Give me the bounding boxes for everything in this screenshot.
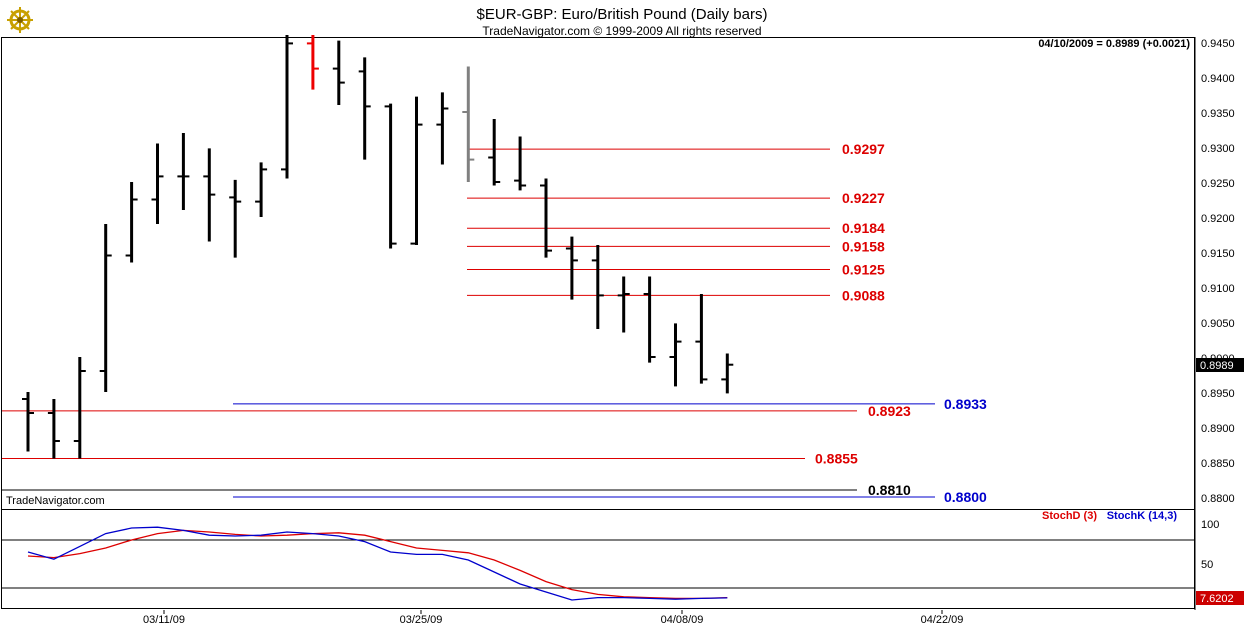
price-tick: 0.8950 xyxy=(1201,388,1235,400)
copyright-text: TradeNavigator.com © 1999-2009 All right… xyxy=(482,24,761,38)
level-label: 0.8855 xyxy=(815,451,858,467)
ohlc-bar xyxy=(203,148,216,242)
stochd-line xyxy=(27,529,728,600)
ohlc-bar xyxy=(540,178,552,258)
price-tick: 0.8850 xyxy=(1201,458,1235,470)
price-tick: 0.8800 xyxy=(1201,493,1235,505)
price-tick: 0.9400 xyxy=(1201,73,1235,85)
ohlc-bar xyxy=(229,179,242,258)
date-axis: 03/11/09 03/25/09 04/08/09 04/22/09 xyxy=(143,610,963,626)
level-lines: 0.9297 0.9227 0.9184 0.9158 0.9125 0.9088 0.89… xyxy=(2,141,987,505)
ohlc-bar xyxy=(514,136,527,191)
ohlc-bar xyxy=(410,96,423,245)
ohlc-bar xyxy=(462,66,475,182)
price-tick: 0.9450 xyxy=(1201,38,1235,50)
price-tick: 0.9200 xyxy=(1201,213,1235,225)
ohlc-bar xyxy=(358,57,371,160)
current-stoch-label: 7.6202 xyxy=(1200,593,1234,605)
ohlc-bar xyxy=(643,276,656,363)
level-label: 0.8810 xyxy=(868,482,911,498)
level-label: 0.9227 xyxy=(842,190,885,206)
stoch-tick-50: 50 xyxy=(1201,559,1213,571)
ohlc-bar xyxy=(332,40,345,105)
ohlc-bar xyxy=(721,353,734,394)
quote-readout: 04/10/2009 = 0.8989 (+0.0021) xyxy=(1038,38,1190,50)
ohlc-bar xyxy=(306,35,319,90)
stochastic-lines xyxy=(2,526,1194,601)
current-price-label: 0.8989 xyxy=(1200,360,1234,372)
price-tick: 0.9350 xyxy=(1201,108,1235,120)
ohlc-bar xyxy=(669,323,682,387)
ohlc-bar xyxy=(125,182,138,263)
ohlc-bar xyxy=(151,143,164,224)
price-tick: 0.9150 xyxy=(1201,248,1235,260)
level-label: 0.9184 xyxy=(842,220,885,236)
stochk-line xyxy=(27,526,728,601)
date-label: 04/22/09 xyxy=(921,614,964,626)
stochk-legend: StochK (14,3) xyxy=(1107,510,1178,522)
stoch-panel-frame xyxy=(1,509,1195,609)
ohlc-bar xyxy=(47,399,60,459)
price-axis: 0.9450 0.9400 0.9350 0.9300 0.9250 0.920… xyxy=(1201,38,1235,505)
price-tick: 0.9100 xyxy=(1201,283,1235,295)
date-label: 04/08/09 xyxy=(661,614,704,626)
level-label: 0.9158 xyxy=(842,238,885,254)
ohlc-bar xyxy=(99,224,112,392)
current-stoch-box xyxy=(1196,591,1244,605)
ohlc-bar xyxy=(177,133,190,210)
current-price-box xyxy=(1196,358,1244,372)
ohlc-bar xyxy=(436,92,449,165)
ohlc-bar xyxy=(281,35,293,179)
ship-wheel-logo-icon xyxy=(7,7,33,33)
watermark: TradeNavigator.com xyxy=(6,495,105,507)
price-tick: 0.8900 xyxy=(1201,423,1235,435)
date-label: 03/11/09 xyxy=(143,614,185,626)
ohlc-bar xyxy=(22,392,34,452)
ohlc-bar xyxy=(488,119,501,186)
price-tick: 0.9050 xyxy=(1201,318,1235,330)
stoch-tick-100: 100 xyxy=(1201,519,1219,531)
ohlc-bar xyxy=(695,294,708,384)
ohlc-bar xyxy=(73,357,86,459)
level-label: 0.8800 xyxy=(944,489,987,505)
price-tick: 0.9300 xyxy=(1201,143,1235,155)
level-label: 0.8933 xyxy=(944,396,987,412)
ohlc-bar xyxy=(565,236,578,300)
ohlc-bar xyxy=(591,245,604,329)
ohlc-bar xyxy=(384,103,397,249)
level-label: 0.9088 xyxy=(842,287,885,303)
price-tick: 0.9250 xyxy=(1201,178,1235,190)
chart-title: $EUR-GBP: Euro/British Pound (Daily bars… xyxy=(477,6,768,23)
ohlc-bar xyxy=(255,162,268,217)
level-label: 0.9297 xyxy=(842,141,885,157)
stochd-legend: StochD (3) xyxy=(1042,510,1097,522)
date-label: 03/25/09 xyxy=(400,614,443,626)
level-label: 0.9125 xyxy=(842,262,885,278)
level-label: 0.8923 xyxy=(868,403,911,419)
ohlc-bar xyxy=(617,276,630,333)
price-bars xyxy=(22,35,734,459)
